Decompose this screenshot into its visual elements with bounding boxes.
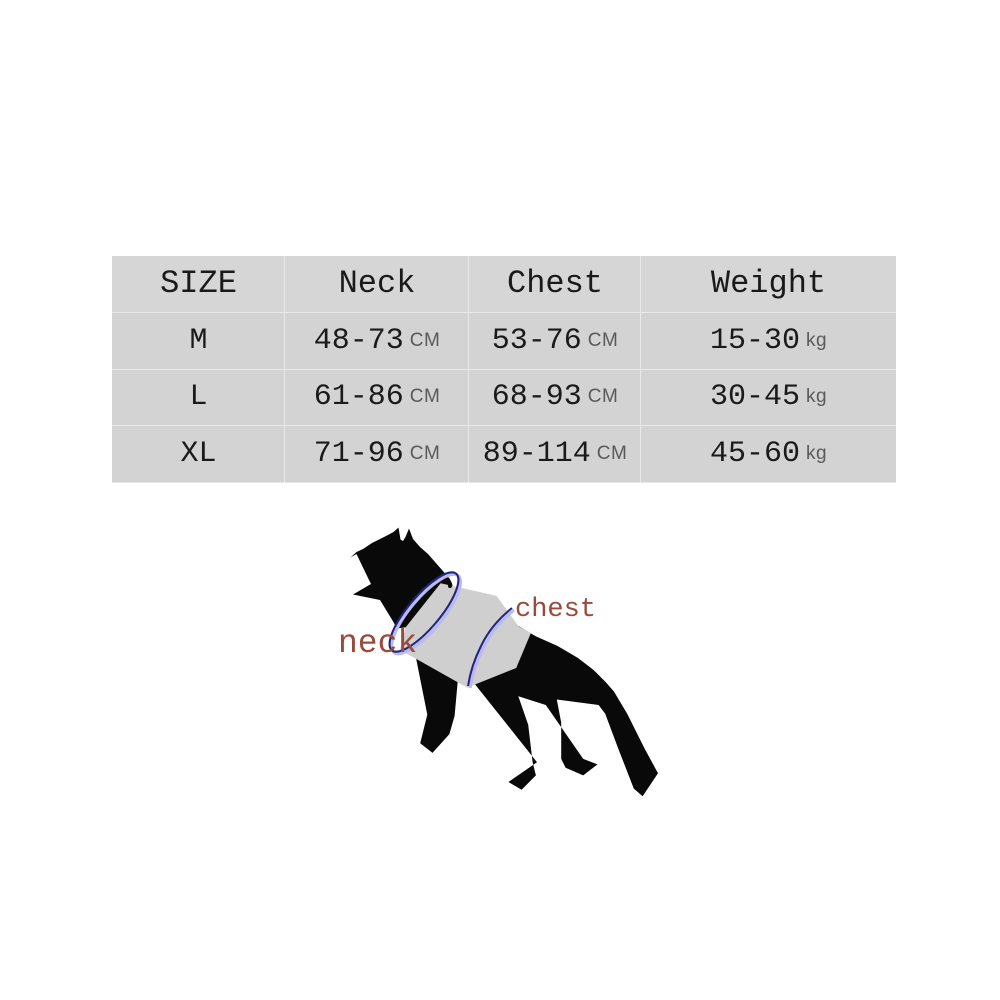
svg-text:neck: neck xyxy=(338,625,417,662)
svg-text:chest: chest xyxy=(515,595,596,625)
